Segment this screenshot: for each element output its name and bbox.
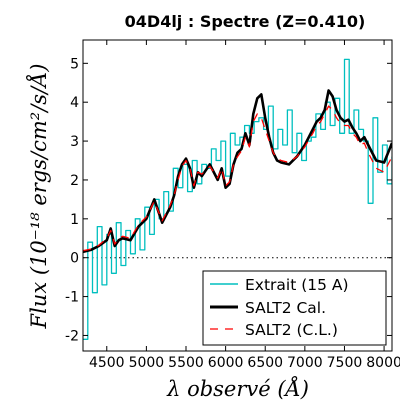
- x-axis-label: λ observé (Å): [166, 376, 309, 400]
- y-tick-label: 5: [70, 56, 79, 72]
- x-tick-label: 5000: [129, 355, 165, 371]
- series-line-2: [83, 105, 392, 252]
- y-axis-label: Flux (10⁻¹⁸ ergs/cm²/s/Å): [26, 64, 51, 330]
- y-tick-label: 2: [70, 173, 79, 189]
- y-tick-label: -2: [65, 328, 79, 344]
- x-tick-label: 7000: [287, 355, 323, 371]
- chart-title: 04D4lj : Spectre (Z=0.410): [125, 12, 366, 31]
- legend: Extrait (15 A) SALT2 Cal. SALT2 (C.L.): [202, 270, 387, 346]
- x-tick-label: 6500: [247, 355, 283, 371]
- y-tick-label: -1: [65, 290, 79, 306]
- plot-area: 4500 5000 5500 6000 6500 7000 7500 8000 -2 -1 0 1 2 3…: [65, 39, 400, 371]
- x-tick-label: 4500: [89, 355, 125, 371]
- x-tick-label: 6000: [208, 355, 244, 371]
- legend-label-salt2-cal: SALT2 Cal.: [245, 299, 326, 317]
- y-tick-label: 0: [70, 251, 79, 267]
- series-line-1: [83, 89, 392, 254]
- y-tick-label: 1: [70, 212, 79, 228]
- legend-label-salt2-cl: SALT2 (C.L.): [245, 321, 338, 339]
- x-tick-label: 7500: [327, 355, 363, 371]
- y-tick-label: 4: [70, 95, 79, 111]
- x-tick-label: 8000: [366, 355, 400, 371]
- plot-frame: [82, 39, 393, 352]
- y-tick-label: 3: [70, 134, 79, 150]
- x-tick-label: 5500: [168, 355, 204, 371]
- legend-label-extrait: Extrait (15 A): [245, 276, 349, 294]
